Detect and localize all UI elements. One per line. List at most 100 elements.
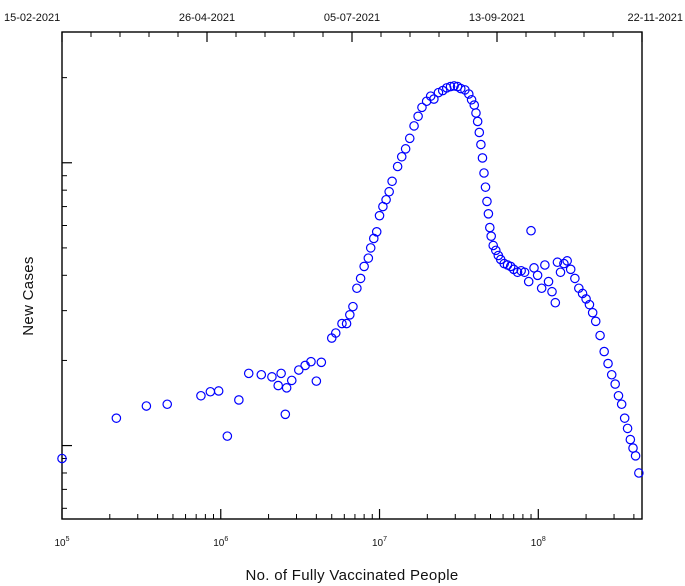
plot-frame [61,31,643,520]
data-point [555,267,566,278]
data-point [562,256,572,266]
data-point [523,276,534,287]
y-axis-ticks [62,77,72,509]
data-point [205,386,216,397]
data-point [409,121,419,131]
data-point [526,225,536,236]
x-tick-label: 106 [213,536,228,549]
data-point [536,283,547,294]
data-point [550,297,561,308]
x-axis-tick-labels: 105 106 107 108 [54,536,545,549]
data-point [587,307,598,318]
data-point [529,263,539,273]
data-point [141,401,152,411]
data-point [276,368,286,379]
data-point [480,182,491,192]
data-point [559,258,569,269]
data-point [243,368,254,379]
data-point [570,273,580,284]
data-point [330,328,341,338]
data-point [316,357,327,368]
data-point [384,186,394,197]
top-axis-ticks [61,32,643,42]
data-point [57,453,67,464]
x-tick-label: 108 [531,536,546,549]
x-axis-minor-ticks [109,514,635,519]
data-point [584,299,595,310]
data-point [622,423,633,434]
data-point [634,468,644,478]
data-point [630,451,641,461]
data-point [387,176,397,187]
data-point [196,390,206,401]
data-point [540,260,550,270]
data-point [477,153,488,163]
data-point [483,209,494,219]
data-point [345,310,355,320]
data-point [606,369,617,380]
data-point [213,386,224,396]
data-point [371,227,382,237]
x-axis-title: No. of Fully Vaccinated People [245,567,458,584]
data-point [234,395,244,405]
data-point [396,151,407,162]
data-points [57,81,644,478]
data-point [429,94,439,104]
data-point [365,243,376,253]
data-point [425,91,436,101]
data-point [486,231,496,241]
x-axis-major-ticks [61,509,539,519]
data-point [381,194,391,205]
data-point [449,81,459,91]
data-point [625,434,636,445]
data-point [455,83,466,94]
data-point [374,210,385,221]
data-point [267,372,277,382]
data-point [280,409,291,420]
data-point [628,443,638,453]
data-point [619,413,630,423]
data-point [519,267,530,278]
data-point [469,100,480,110]
x-tick-label: 105 [54,536,69,549]
data-point [392,161,403,172]
data-point [547,286,557,297]
data-point [543,276,554,287]
data-point [355,273,366,284]
data-point [162,399,173,410]
x-tick-label: 107 [372,536,387,549]
data-point [417,102,427,113]
data-point [404,133,415,144]
data-point [485,222,495,233]
data-point [311,376,322,386]
data-point [482,196,492,207]
data-point [222,431,233,441]
data-point [293,365,304,375]
data-point [413,111,423,122]
y-axis-title: New Cases [20,256,37,335]
data-point [505,261,516,272]
data-point [599,346,609,357]
data-point [363,253,374,263]
top-date-label: 05-07-2021 [324,12,380,24]
data-point [256,369,267,380]
data-point [491,245,501,256]
data-point [352,283,362,294]
data-point [479,168,489,178]
data-point [552,257,563,268]
data-point [590,316,601,327]
data-point [400,144,411,154]
data-point [476,139,486,150]
top-axis-date-labels: 15-02-2021 26-04-2021 05-07-2021 13-09-2021… [4,12,683,24]
data-point [472,116,483,127]
data-point [603,358,613,369]
data-point [595,330,605,341]
data-point [445,81,456,92]
data-point [613,390,624,401]
data-point [471,108,481,118]
data-point [488,240,499,251]
top-date-label: 13-09-2021 [469,12,525,24]
data-point [341,318,352,329]
data-point [565,264,576,275]
